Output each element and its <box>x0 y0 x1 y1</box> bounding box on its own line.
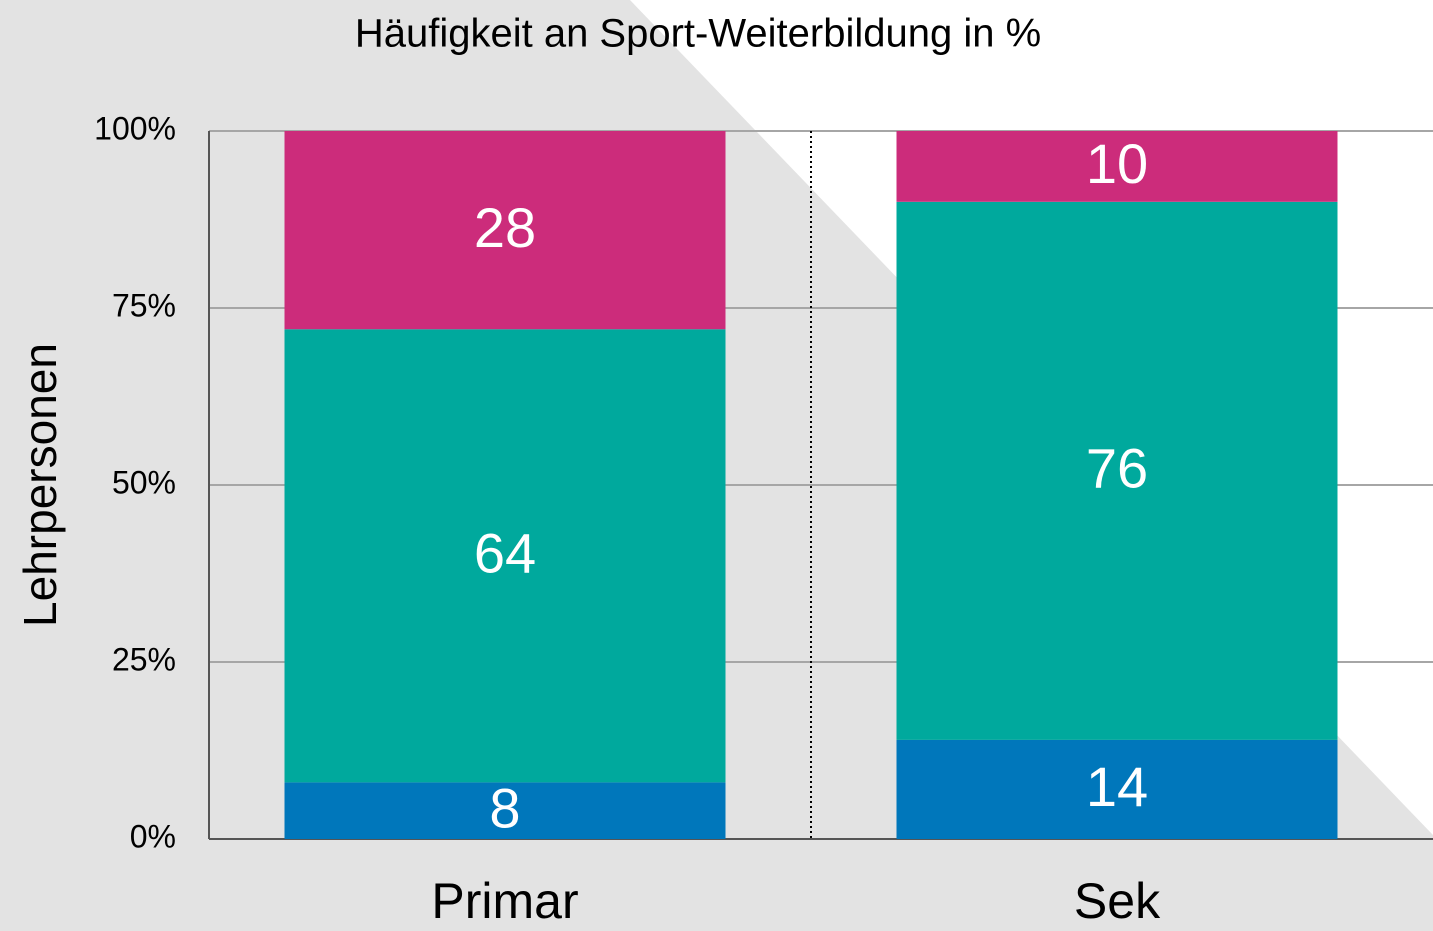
y-axis-label: Lehrpersonen <box>14 343 66 627</box>
data-label: 10 <box>1086 132 1148 195</box>
data-label: 8 <box>489 776 520 839</box>
chart-title: Häufigkeit an Sport-Weiterbildung in % <box>355 12 1041 56</box>
data-label: 76 <box>1086 437 1148 500</box>
y-tick-label: 25% <box>112 641 176 677</box>
bar-segment <box>896 201 1338 740</box>
bar-segment <box>284 329 726 783</box>
y-tick-label: 75% <box>112 287 176 323</box>
data-label: 64 <box>474 522 536 585</box>
x-tick-label: Primar <box>431 873 578 929</box>
data-label: 28 <box>474 196 536 259</box>
y-tick-label: 0% <box>130 818 176 854</box>
bar-segment <box>284 131 726 330</box>
bar-segment <box>896 739 1338 839</box>
x-tick-label: Sek <box>1074 873 1161 929</box>
bar-segment <box>896 131 1338 202</box>
y-tick-label: 50% <box>112 464 176 500</box>
bar-segment <box>284 782 726 839</box>
data-label: 14 <box>1086 755 1148 818</box>
y-tick-label: 100% <box>94 110 176 146</box>
